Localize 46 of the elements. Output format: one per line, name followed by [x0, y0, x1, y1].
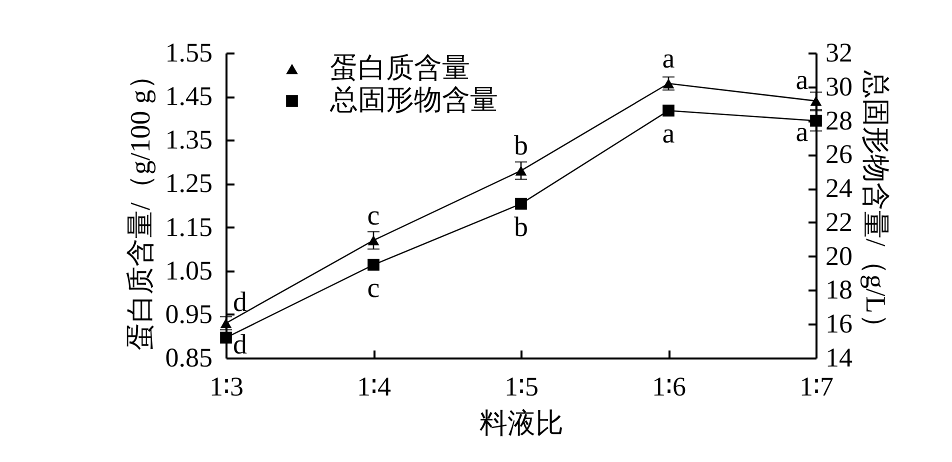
y-tick-label: 1.05 — [165, 255, 212, 286]
point — [515, 198, 527, 210]
y-tick-label: 1.25 — [165, 168, 212, 198]
data-label: a — [796, 64, 809, 96]
data-label: b — [514, 130, 528, 162]
legend-label: 蛋白质含量 — [330, 53, 470, 84]
legend-label: 总固形物含量 — [329, 85, 498, 116]
y2-tick-label: 26 — [826, 139, 852, 170]
y2-tick-label: 18 — [826, 274, 852, 305]
x-tick-label: 1∶5 — [504, 372, 538, 402]
y2-tick-label: 16 — [826, 308, 852, 339]
data-label: c — [367, 200, 380, 232]
data-label: d — [233, 287, 247, 318]
y-tick-label: 1.15 — [165, 212, 212, 242]
y-tick-label: 1.45 — [165, 81, 212, 112]
x-tick-label: 1∶3 — [210, 372, 244, 402]
data-label: b — [514, 212, 528, 243]
x-tick-label: 1∶6 — [652, 372, 686, 402]
y-tick-label: 0.85 — [165, 342, 212, 372]
point — [810, 96, 822, 106]
y2-tick-label: 28 — [826, 105, 852, 136]
y2-tick-label: 14 — [826, 342, 853, 372]
y2-tick-label: 20 — [826, 240, 852, 271]
y2-tick-label: 32 — [826, 38, 852, 68]
y2-tick-label: 24 — [826, 173, 853, 204]
y-tick-label: 0.95 — [165, 298, 212, 329]
x-tick-label: 1∶4 — [357, 372, 392, 402]
y2-axis-title: 总固形物含量/（g/L） — [860, 70, 890, 342]
data-label: c — [367, 272, 380, 304]
point — [220, 332, 232, 344]
point — [368, 258, 380, 271]
point — [515, 166, 527, 176]
y2-tick-label: 30 — [826, 71, 852, 102]
y2-tick-label: 22 — [826, 206, 852, 237]
y-tick-label: 1.55 — [165, 38, 212, 68]
point — [662, 78, 674, 88]
data-label: d — [233, 330, 247, 361]
data-label: a — [662, 118, 676, 150]
data-label: a — [662, 44, 676, 74]
data-label: a — [796, 116, 809, 148]
point — [662, 104, 674, 117]
y-axis-title: 蛋白质含量/（g/100 g） — [125, 62, 156, 350]
point — [368, 235, 380, 246]
y-tick-label: 1.35 — [165, 124, 212, 155]
x-axis-title: 料液比 — [480, 408, 564, 440]
x-tick-label: 1∶7 — [800, 372, 834, 402]
